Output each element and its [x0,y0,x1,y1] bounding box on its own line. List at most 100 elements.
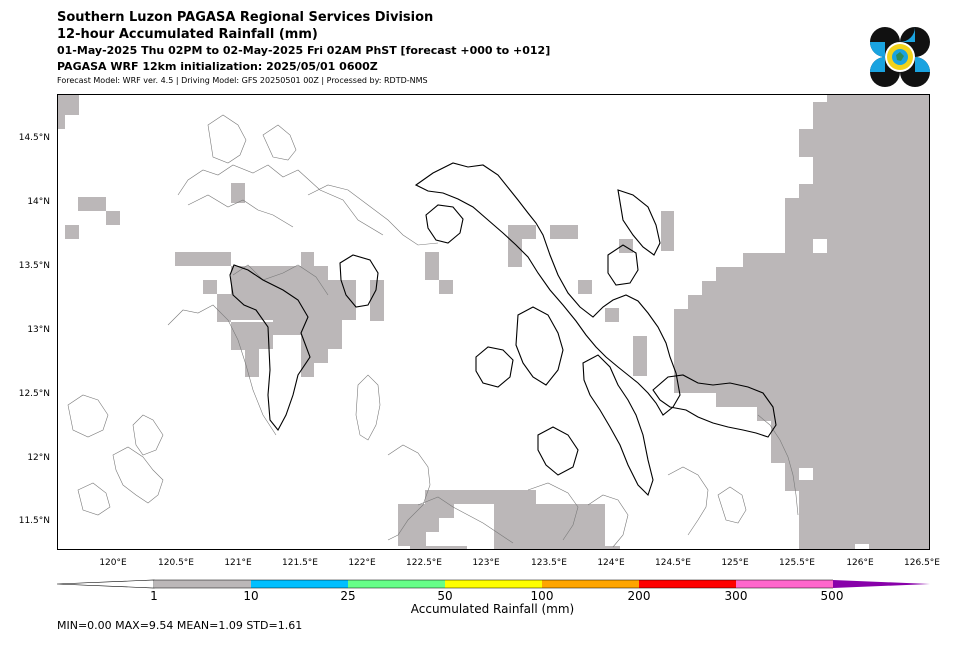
lon-label: 124.5°E [655,558,691,568]
colorbar-segment [639,580,736,588]
lon-label: 120°E [99,558,127,568]
colorbar-tick-label: 50 [437,589,453,603]
rainfall-cell [106,211,120,225]
rainfall-cell [661,211,674,251]
rainfall-cell [398,504,454,518]
colorbar-tick-label: 1 [150,589,158,603]
rainfall-cell [58,95,79,115]
rainfall-cell [688,295,827,309]
lon-label: 125.5°E [779,558,815,568]
dry-cell [799,468,813,480]
rainfall-cell [65,225,79,239]
lon-label: 122.5°E [406,558,442,568]
rainfall-cell [425,518,439,532]
colorbar-tick-label: 10 [243,589,259,603]
rainfall-map[interactable] [57,94,930,550]
colorbar-segment [348,580,445,588]
rainfall-cell [231,266,328,280]
rainfall-cell [370,280,384,321]
lon-label: 121°E [224,558,252,568]
rainfall-cell [231,322,245,350]
lon-label: 124°E [597,558,625,568]
rainfall-cell [799,491,827,519]
colorbar-segment [57,579,155,589]
colorbar-tick-label: 25 [340,589,356,603]
rainfall-cell [785,239,813,253]
rainfall-cell [550,225,578,239]
rainfall-cell [674,323,827,351]
rainfall-cell [799,129,813,157]
rainfall-cell [771,421,827,435]
rainfall-cell [799,519,827,549]
lat-label: 13.5°N [18,261,50,271]
model-info: Forecast Model: WRF ver. 4.5 | Driving M… [57,76,428,85]
model-initialization: PAGASA WRF 12km initialization: 2025/05/… [57,60,378,73]
rainfall-cell [78,197,106,211]
rainfall-cell [425,490,536,504]
map-title: Southern Luzon PAGASA Regional Services … [57,10,434,25]
rainfall-cell [301,252,314,266]
rainfall-cell [203,280,217,294]
rainfall-cell [592,546,620,549]
colorbar-segment [154,580,251,588]
lat-label: 13°N [27,325,50,335]
colorbar-segment [833,580,930,588]
rainfall-cell [425,252,439,280]
forecast-period: 01-May-2025 Thu 02PM to 02-May-2025 Fri … [57,44,551,57]
rainfall-cell [743,253,827,267]
rainfall-cell [578,280,592,294]
map-canvas [58,95,929,549]
rainfall-cell [245,349,259,377]
colorbar-tick-label: 300 [724,589,748,603]
lon-label: 125°E [721,558,749,568]
lon-label: 123.5°E [531,558,567,568]
lon-label: 120.5°E [158,558,194,568]
rainfall-cell [702,281,827,295]
lat-label: 14°N [27,197,50,207]
rainfall-cell [522,225,536,239]
rainfall-cell [827,95,929,549]
colorbar-segment [251,580,348,588]
rainfall-cell [716,267,827,281]
rainfall-stats: MIN=0.00 MAX=9.54 MEAN=1.09 STD=1.61 [57,619,303,632]
pagasa-logo-icon [870,27,930,87]
colorbar-segment [542,580,639,588]
rainfall-cell [301,363,314,377]
colorbar-tick-label: 100 [530,589,554,603]
rainfall-cell [674,379,827,393]
lat-label: 12°N [27,453,50,463]
lon-label: 126.5°E [904,558,940,568]
map-subtitle: 12-hour Accumulated Rainfall (mm) [57,27,318,42]
rainfall-cell [301,349,328,363]
rainfall-cell [217,294,231,322]
lat-label: 14.5°N [18,133,50,143]
colorbar [57,579,930,589]
rainfall-cell [301,308,342,349]
rainfall-cell [175,252,231,266]
rainfall-cell [494,504,605,518]
colorbar-tick-label: 500 [820,589,844,603]
lat-label: 12.5°N [18,389,50,399]
rainfall-cell [410,546,467,549]
rainfall-cell [771,435,827,449]
rainfall-cell [494,518,605,532]
colorbar-tick-label: 200 [627,589,651,603]
rainfall-cell [674,309,827,323]
lat-label: 11.5°N [18,516,50,526]
dry-cell [855,544,869,549]
rainfall-cell [508,225,522,267]
rainfall-cell [439,280,453,294]
colorbar-title: Accumulated Rainfall (mm) [410,602,575,616]
region-boundary [229,162,777,497]
rainfall-cells [58,95,929,549]
rainfall-cell [785,198,827,239]
colorbar-segment [736,580,833,588]
lon-label: 126°E [846,558,874,568]
rainfall-cell [771,449,827,463]
rainfall-cell [231,183,245,203]
lon-label: 122°E [348,558,376,568]
coastlines [67,114,799,548]
lon-label: 121.5°E [282,558,318,568]
rainfall-cell [273,308,301,335]
rainfall-cell [674,351,688,379]
